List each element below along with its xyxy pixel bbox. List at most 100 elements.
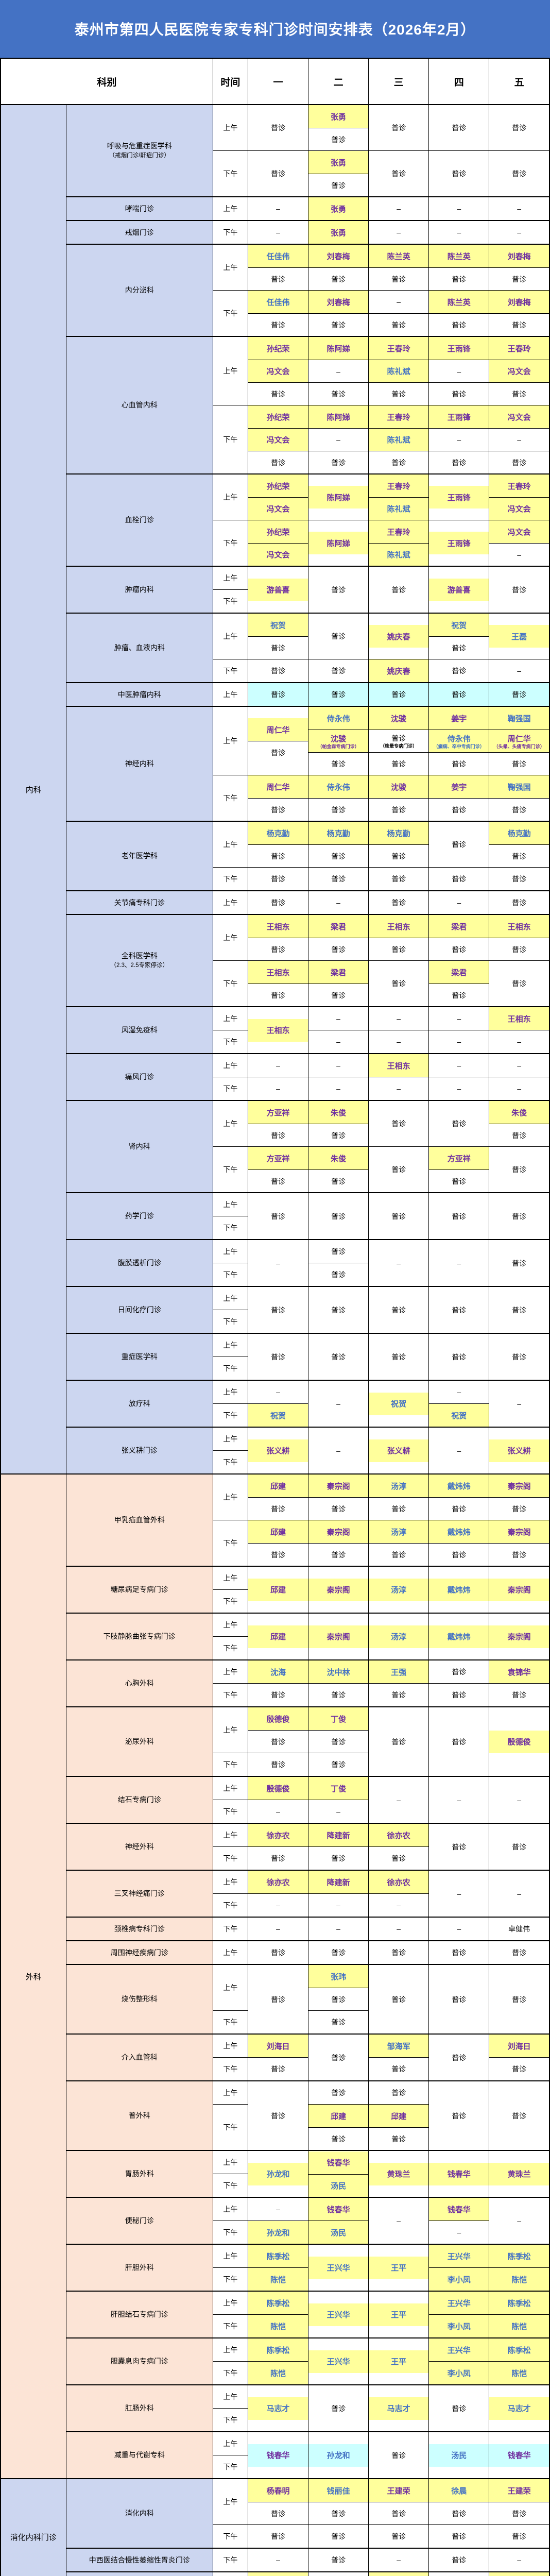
schedule-cell: 普诊 (308, 2080, 369, 2105)
schedule-cell: 普诊 (368, 960, 429, 1007)
time-cell: 上午 (212, 1192, 248, 1216)
clinic-entry: 普诊 (308, 2011, 368, 2033)
doctor-entry: 殷德俊 (248, 1707, 308, 1730)
clinic-entry: 普诊 (369, 868, 428, 890)
schedule-cell: 王相东 普诊 (247, 960, 309, 1007)
schedule-cell: 孙纪荣 冯文会 普诊 (247, 405, 309, 474)
schedule-cell: 普诊 (308, 659, 369, 683)
department-cell: 呼吸与危重症医学科 （戒烟门诊/鼾症门诊） (65, 104, 213, 197)
schedule-cell: 徐亦农 (368, 1870, 429, 1894)
clinic-entry: – (248, 1800, 308, 1823)
doctor-entry: 袁锦华 (489, 1660, 549, 1683)
clinic-entry: – (489, 198, 549, 220)
clinic-entry: – (308, 1030, 368, 1053)
schedule-cell: 陈恺 (247, 2314, 309, 2338)
schedule-cell: 王建荣 普诊 (489, 2478, 550, 2525)
time-cell: 下午 (212, 2455, 248, 2479)
clinic-entry: – (429, 1007, 489, 1030)
doctor-entry: 孙纪荣 (248, 337, 308, 360)
schedule-cell: 陈季松 (247, 2244, 309, 2268)
clinic-entry: 普诊 (429, 938, 489, 960)
schedule-cell: 陈恺 (247, 2267, 309, 2292)
time-cell: 上午 (212, 1006, 248, 1030)
doctor-entry: 陈恺 (248, 2268, 308, 2291)
time-cell: 上午 (212, 244, 248, 291)
schedule-cell: 陈兰英 普诊 (428, 244, 490, 291)
clinic-entry: – (489, 1077, 549, 1100)
schedule-cell: 王相东 (247, 1006, 309, 1054)
doctor-entry: 降建新 (308, 1824, 368, 1846)
schedule-cell: 汤淳 普诊 (368, 1473, 429, 1520)
clinic-entry: 普诊 (248, 1730, 308, 1753)
schedule-cell: – (428, 2221, 490, 2245)
clinic-entry: – (429, 222, 489, 244)
doctor-entry: 戴炜炜 (429, 1520, 489, 1543)
time-cell: 上午 (212, 566, 248, 590)
clinic-entry: 普诊 (489, 1345, 549, 1368)
clinic-entry: 普诊 (369, 162, 428, 185)
schedule-cell: 孙龙和 (247, 2150, 309, 2198)
time-cell: 上午 (212, 1566, 248, 1590)
schedule-cell: 钱春华 汤民 (308, 2150, 369, 2198)
schedule-cell: 陈恺 (247, 2361, 309, 2385)
department-cell: 糖尿病足专病门诊 (65, 1566, 213, 1614)
clinic-entry: – (308, 1918, 368, 1940)
schedule-cell: 陈季松 (489, 2291, 550, 2315)
schedule-cell: 张义耕 (368, 1427, 429, 1475)
schedule-cell: – (308, 1917, 369, 1941)
time-cell: 下午 (212, 2010, 248, 2035)
schedule-cell: 普诊 (247, 104, 309, 151)
schedule-cell: 普诊 (308, 2524, 369, 2549)
schedule-cell: 徐晨 普诊 (428, 2478, 490, 2525)
doctor-entry: 黄珠兰 (369, 2162, 428, 2185)
doctor-entry: 秦宗阁 (308, 1475, 368, 1497)
clinic-entry: 普诊 (248, 984, 308, 1006)
department-cell: 神经内科 (65, 706, 213, 822)
clinic-entry: – (429, 1918, 489, 1940)
schedule-cell: 王建荣 普诊 (368, 2478, 429, 2525)
schedule-cell: 普诊 (428, 1823, 490, 1871)
clinic-entry: – (369, 1030, 428, 1053)
schedule-cell: 普诊 (428, 1333, 490, 1381)
schedule-cell: 普诊 (368, 1846, 429, 1871)
doctor-entry: 陈兰英 (429, 245, 489, 267)
schedule-cell: 普诊 (247, 1753, 309, 1777)
schedule-cell: 姚庆春 (368, 659, 429, 683)
doctor-entry: 钱春华 (489, 2444, 549, 2467)
schedule-cell: 普诊 (428, 1683, 490, 1707)
time-cell: 上午 (212, 890, 248, 915)
header-day-thu: 四 (428, 58, 490, 105)
specialty-note: （帕金森专病门诊） (317, 743, 359, 749)
schedule-cell: 陈兰英 普诊 (428, 290, 490, 337)
clinic-entry: 普诊 (429, 1684, 489, 1706)
schedule-cell: – (247, 1800, 309, 1824)
clinic-entry: 普诊 (369, 1942, 428, 1964)
clinic-entry: 普诊 (248, 1497, 308, 1520)
clinic-entry: 普诊 (429, 313, 489, 336)
doctor-entry: 徐亦农 (369, 1824, 428, 1846)
department-cell: 哮喘门诊 (65, 196, 213, 221)
schedule-cell: 陈季松 (247, 2291, 309, 2315)
clinic-entry: 普诊 (369, 1112, 428, 1135)
schedule-cell: 普诊 (428, 2548, 490, 2572)
schedule-cell: 王兴华 (428, 2244, 490, 2268)
clinic-entry: 普诊 (308, 1124, 368, 1146)
time-cell: 上午 (212, 1659, 248, 1684)
doctor-entry: 姜宇 (429, 707, 489, 730)
schedule-cell: 张勇 普诊 (308, 150, 369, 197)
schedule-cell: 梁君 普诊 (428, 914, 490, 961)
schedule-cell: 邱建 普诊 (308, 2104, 369, 2151)
schedule-cell: – (489, 1870, 550, 1918)
clinic-entry: – (248, 1918, 308, 1940)
clinic-entry: 普诊 (308, 2397, 368, 2420)
clinic-entry: 普诊 (369, 1205, 428, 1228)
schedule-cell: 普诊 (489, 2524, 550, 2549)
clinic-entry: 普诊 （眩晕专病门诊） (369, 730, 428, 752)
doctor-entry: 王相东 (248, 961, 308, 984)
schedule-cell: 普诊 (368, 1100, 429, 1147)
doctor-entry: 李小凤 (429, 2315, 489, 2337)
doctor-entry: 祝贺 (429, 614, 489, 636)
doctor-entry: 沈骏 (369, 775, 428, 798)
doctor-entry: 陈礼斌 (369, 428, 428, 451)
schedule-cell: – (428, 1380, 490, 1404)
